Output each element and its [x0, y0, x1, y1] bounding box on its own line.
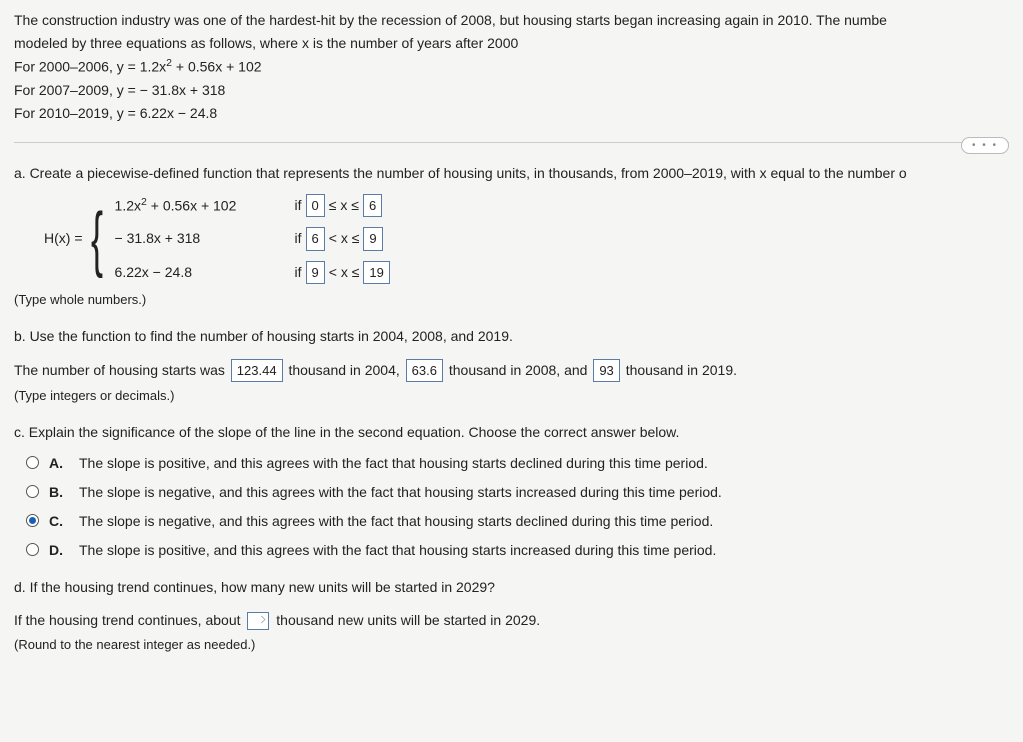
input-b1[interactable]: 6: [363, 194, 382, 218]
part-a-hint: (Type whole numbers.): [14, 290, 1009, 310]
intro-eq1: For 2000–2006, y = 1.2x2 + 0.56x + 102: [14, 56, 1009, 78]
piecewise-row-2: − 31.8x + 318 if 6 < x ≤ 9: [115, 227, 392, 251]
choice-text: The slope is negative, and this agrees w…: [79, 482, 722, 503]
piecewise-row-1: 1.2x2 + 0.56x + 102 if 0 ≤ x ≤ 6: [115, 194, 392, 218]
radio-icon[interactable]: [26, 543, 39, 556]
radio-icon[interactable]: [26, 456, 39, 469]
input-a3[interactable]: 9: [306, 261, 325, 285]
input-a1[interactable]: 0: [306, 194, 325, 218]
part-d: d. If the housing trend continues, how m…: [14, 577, 1009, 655]
piecewise-lhs: H(x) =: [44, 228, 83, 249]
intro-line1: The construction industry was one of the…: [14, 10, 1009, 31]
part-d-prompt: d. If the housing trend continues, how m…: [14, 577, 1009, 598]
choice-d[interactable]: D. The slope is positive, and this agrees…: [26, 540, 1009, 561]
part-b-hint: (Type integers or decimals.): [14, 386, 1009, 406]
choice-b[interactable]: B. The slope is negative, and this agrees…: [26, 482, 1009, 503]
piecewise-row-3: 6.22x − 24.8 if 9 < x ≤ 19: [115, 261, 392, 285]
part-d-answer-line: If the housing trend continues, about th…: [14, 610, 1009, 631]
input-a2[interactable]: 6: [306, 227, 325, 251]
divider: [14, 142, 1009, 143]
choice-key: A.: [49, 453, 69, 474]
input-2008[interactable]: 63.6: [406, 359, 443, 383]
intro-eq2: For 2007–2009, y = − 31.8x + 318: [14, 80, 1009, 101]
problem-intro: The construction industry was one of the…: [14, 10, 1009, 124]
choice-a[interactable]: A. The slope is positive, and this agrees…: [26, 453, 1009, 474]
input-2019[interactable]: 93: [593, 359, 619, 383]
choice-text: The slope is negative, and this agrees w…: [79, 511, 713, 532]
input-b3[interactable]: 19: [363, 261, 389, 285]
choice-c[interactable]: C. The slope is negative, and this agrees…: [26, 511, 1009, 532]
part-b-answer-line: The number of housing starts was 123.44 …: [14, 359, 1009, 383]
radio-icon[interactable]: [26, 485, 39, 498]
input-2029[interactable]: [247, 612, 269, 630]
choice-key: D.: [49, 540, 69, 561]
input-b2[interactable]: 9: [363, 227, 382, 251]
choice-key: C.: [49, 511, 69, 532]
part-b: b. Use the function to find the number o…: [14, 326, 1009, 406]
radio-icon[interactable]: [26, 514, 39, 527]
left-brace: {: [91, 203, 103, 275]
intro-line2: modeled by three equations as follows, w…: [14, 33, 1009, 54]
part-b-prompt: b. Use the function to find the number o…: [14, 326, 1009, 347]
choice-key: B.: [49, 482, 69, 503]
part-c-prompt: c. Explain the significance of the slope…: [14, 422, 1009, 443]
choice-text: The slope is positive, and this agrees w…: [79, 453, 708, 474]
intro-eq3: For 2010–2019, y = 6.22x − 24.8: [14, 103, 1009, 124]
part-a-prompt: a. Create a piecewise-defined function t…: [14, 163, 1009, 184]
part-d-hint: (Round to the nearest integer as needed.…: [14, 635, 1009, 655]
part-c: c. Explain the significance of the slope…: [14, 422, 1009, 561]
part-a: a. Create a piecewise-defined function t…: [14, 163, 1009, 310]
input-2004[interactable]: 123.44: [231, 359, 283, 383]
choice-text: The slope is positive, and this agrees w…: [79, 540, 716, 561]
piecewise-function: H(x) = { 1.2x2 + 0.56x + 102 if 0 ≤ x ≤ …: [44, 194, 1009, 285]
more-options-pill[interactable]: • • •: [961, 137, 1009, 154]
